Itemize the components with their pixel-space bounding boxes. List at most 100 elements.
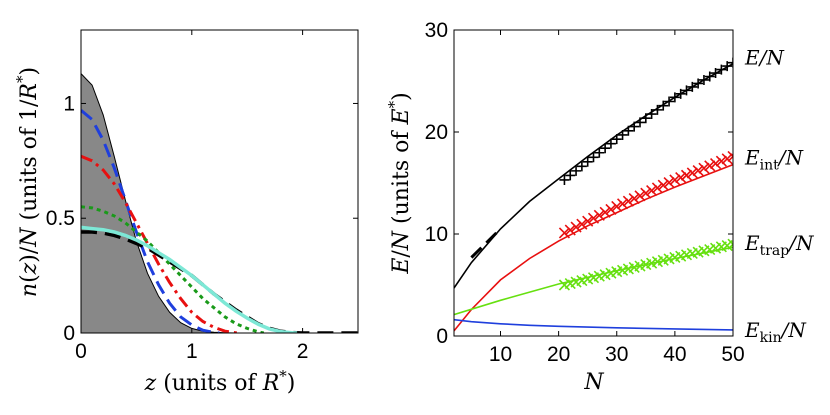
right-xtick-label: 30 xyxy=(605,343,628,366)
right-marker xyxy=(576,161,587,172)
right-ylabel-unit: E xyxy=(389,108,414,125)
left-ylabel-var2: z xyxy=(17,262,42,275)
left-ylabel-mid: ( xyxy=(17,274,42,283)
right-marker xyxy=(558,227,571,239)
right-ylabel-sup: * xyxy=(385,100,403,108)
right-marker xyxy=(640,113,651,124)
right-marker xyxy=(728,57,733,68)
right-marker xyxy=(617,129,628,140)
right-markers-e-n-markers xyxy=(559,57,733,185)
right-marker xyxy=(722,61,733,72)
right-marker xyxy=(605,203,617,215)
right-marker xyxy=(565,170,576,181)
left-ytick-label: 0 xyxy=(63,322,75,345)
right-x-axis-label: N xyxy=(583,370,604,395)
right-marker xyxy=(716,64,727,75)
right-ytick-label: 10 xyxy=(425,223,448,246)
left-ylabel-mid2: )/ xyxy=(17,246,42,263)
left-ylabel-var3: N xyxy=(17,227,42,248)
left-y-axis-label: n(z)/N (units of 1/R*) xyxy=(13,67,42,297)
left-axes-frame xyxy=(80,29,359,334)
right-marker xyxy=(611,134,622,145)
left-plot-area xyxy=(81,72,358,333)
right-marker xyxy=(623,125,634,136)
left-series-filled-profile xyxy=(81,72,358,333)
right-marker xyxy=(704,160,716,172)
right-xtick-label: 10 xyxy=(489,343,512,366)
right-marker xyxy=(588,152,599,163)
right-ytick-label: 0 xyxy=(436,325,448,348)
curve-label-int: Eint/N xyxy=(744,146,804,174)
right-marker xyxy=(622,195,634,207)
right-marker xyxy=(692,164,704,177)
right-marker xyxy=(593,209,605,221)
right-ylabel-text: (units of xyxy=(389,124,414,230)
left-axis-ticks: 0 1 2 0 0.5 1 xyxy=(46,30,358,363)
right-marker xyxy=(564,224,576,236)
left-xlabel-unit: R xyxy=(262,371,280,396)
right-marker xyxy=(587,212,600,224)
right-marker xyxy=(576,218,588,230)
right-marker xyxy=(675,172,687,184)
right-ylabel-mid: / xyxy=(389,250,414,258)
left-series-cyan-solid xyxy=(81,225,298,333)
right-marker xyxy=(658,100,669,111)
right-marker xyxy=(680,169,693,181)
right-ytick-label: 20 xyxy=(425,121,448,144)
right-marker xyxy=(605,138,616,149)
right-marker xyxy=(686,167,698,179)
right-marker xyxy=(646,184,658,197)
right-marker xyxy=(611,200,623,213)
right-axes-frame xyxy=(453,29,734,337)
right-marker xyxy=(628,192,640,205)
right-marker xyxy=(681,85,692,96)
right-marker xyxy=(663,177,675,189)
left-series-group xyxy=(81,72,358,333)
left-ylabel-sup: * xyxy=(13,75,31,83)
right-marker xyxy=(640,187,652,199)
right-marker xyxy=(582,156,593,167)
left-x-axis-label: z (units of R*) xyxy=(144,367,296,396)
right-marker xyxy=(727,238,733,250)
right-xtick-label: 50 xyxy=(721,343,744,366)
right-marker xyxy=(646,109,657,120)
right-marker xyxy=(570,221,582,233)
right-markers-e-int-n-markers xyxy=(558,150,733,239)
right-marker xyxy=(715,155,727,167)
right-marker xyxy=(727,150,733,163)
right-marker xyxy=(669,174,681,186)
left-xtick-label: 2 xyxy=(297,340,309,363)
right-axis-ticks: 10 20 30 40 50 0 10 20 30 xyxy=(425,19,745,366)
right-ylabel-close: ) xyxy=(389,92,414,101)
left-ylabel-text: (units of 1/ xyxy=(17,99,42,227)
right-marker xyxy=(629,121,640,132)
curve-label-trap: Etrap/N xyxy=(744,231,815,259)
density-profile-chart: 0 1 200.51 z (units of R*) n(z)/N (units o… xyxy=(13,29,359,396)
right-marker xyxy=(710,68,721,79)
left-xlabel-var: z xyxy=(144,371,157,396)
left-ylabel-close: ) xyxy=(17,67,42,76)
right-ylabel-var2: N xyxy=(389,230,414,251)
right-marker xyxy=(652,104,663,115)
right-marker xyxy=(721,153,733,165)
right-plot-area xyxy=(454,57,733,332)
right-marker xyxy=(693,78,704,89)
left-series-blue-dashed xyxy=(81,109,220,333)
curve-label-total: E/N xyxy=(744,46,785,70)
right-marker xyxy=(582,215,594,227)
left-xlabel-close: ) xyxy=(287,371,296,396)
right-marker xyxy=(664,96,675,107)
right-marker xyxy=(698,74,709,85)
right-series-e-kin-n xyxy=(454,318,733,331)
left-xlabel-text: (units of xyxy=(156,371,262,396)
right-marker xyxy=(600,143,611,154)
right-xtick-label: 20 xyxy=(547,343,570,366)
right-series-e-trap-n xyxy=(454,246,733,316)
right-marker xyxy=(698,162,710,174)
right-marker xyxy=(675,88,686,99)
left-xlabel-sup: * xyxy=(279,367,287,385)
left-ytick-label: 1 xyxy=(63,92,75,115)
right-marker xyxy=(669,92,680,103)
